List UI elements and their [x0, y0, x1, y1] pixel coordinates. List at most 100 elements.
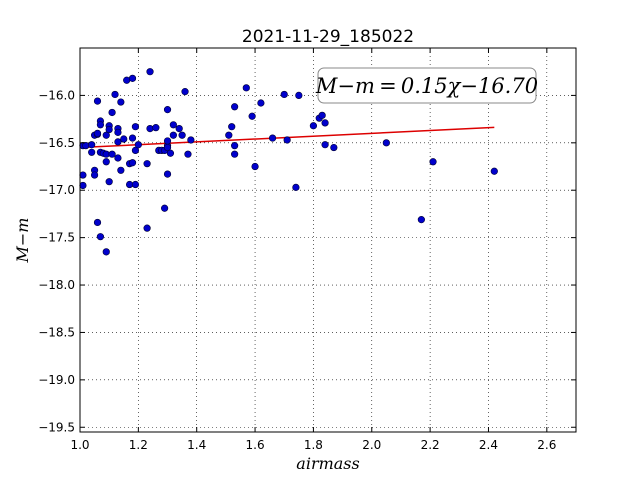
x-tick-label: 1.2	[129, 438, 148, 452]
data-point	[231, 103, 239, 111]
y-tick-label: −18.5	[38, 325, 75, 339]
data-point	[225, 131, 233, 139]
axis-ticks	[79, 48, 576, 432]
data-point	[134, 141, 142, 149]
data-point	[143, 160, 151, 168]
data-point	[114, 154, 122, 162]
fit-equation-box: M−m = 0.15χ−16.70	[315, 67, 538, 104]
data-point	[96, 121, 105, 129]
data-point	[295, 91, 303, 100]
annotation-frame	[317, 67, 537, 104]
data-point	[166, 149, 175, 157]
data-point	[163, 170, 172, 178]
data-point	[79, 181, 87, 190]
x-tick-label: 2.0	[362, 438, 381, 452]
x-tick-label: 1.0	[70, 438, 89, 452]
data-point	[128, 134, 137, 142]
data-point	[242, 84, 250, 92]
data-point	[105, 125, 113, 134]
data-point	[228, 123, 236, 131]
data-point	[114, 138, 122, 146]
data-point	[161, 204, 169, 212]
data-point	[128, 159, 137, 167]
data-point	[417, 216, 425, 224]
data-point	[309, 122, 318, 130]
y-tick-labels: −16.0 −16.5 −17.0 −17.5 −18.0 −18.5 −19.0 −19.5	[38, 88, 75, 434]
data-point	[187, 136, 195, 144]
data-point	[82, 142, 90, 150]
x-tick-label: 2.2	[421, 438, 440, 452]
y-tick-label: −16.0	[38, 88, 75, 102]
y-tick-label: −16.5	[38, 136, 75, 150]
data-point	[321, 141, 329, 149]
data-point	[79, 171, 87, 179]
data-point	[280, 90, 288, 99]
data-point	[102, 131, 110, 139]
data-point	[131, 123, 140, 131]
x-tick-label: 1.4	[187, 438, 206, 452]
y-tick-label: −19.0	[38, 373, 75, 387]
data-point	[96, 233, 105, 241]
chart-title: 2021-11-29_185022	[242, 27, 414, 47]
y-axis-label: M−m	[13, 218, 32, 264]
data-points	[79, 68, 498, 256]
data-point	[152, 124, 160, 132]
data-point	[131, 180, 140, 189]
data-point	[175, 124, 183, 133]
data-point	[93, 218, 102, 227]
data-point	[251, 162, 259, 171]
y-tick-label: −17.5	[38, 231, 75, 245]
data-point	[283, 136, 291, 144]
data-point	[117, 166, 125, 174]
data-point	[128, 74, 137, 82]
x-tick-label: 2.4	[479, 438, 498, 452]
data-point	[143, 224, 151, 232]
x-tick-label: 1.8	[304, 438, 323, 452]
data-point	[184, 150, 192, 158]
x-tick-label: 2.6	[537, 438, 556, 452]
data-point	[93, 97, 102, 105]
data-point	[330, 143, 338, 152]
data-point	[105, 178, 113, 186]
data-point	[382, 139, 390, 147]
y-tick-label: −19.5	[38, 420, 75, 434]
y-tick-label: −18.0	[38, 278, 75, 292]
data-point	[111, 90, 119, 99]
data-point	[108, 108, 116, 117]
x-axis-label: airmass	[296, 454, 359, 473]
data-point	[181, 88, 189, 96]
data-point	[257, 99, 265, 107]
data-point	[429, 158, 437, 166]
data-point	[169, 121, 177, 129]
data-point	[490, 167, 498, 175]
data-point	[102, 248, 110, 256]
data-point	[120, 135, 128, 143]
data-point	[88, 148, 96, 156]
data-point	[292, 183, 300, 191]
data-point	[231, 142, 239, 150]
data-point	[93, 129, 102, 137]
data-point	[321, 119, 329, 127]
data-point	[178, 131, 186, 139]
x-tick-label: 1.6	[246, 438, 265, 452]
data-point	[88, 141, 96, 149]
data-point	[163, 137, 172, 145]
data-point	[114, 128, 122, 136]
data-point	[102, 158, 110, 166]
data-point	[146, 124, 154, 133]
data-point	[108, 150, 116, 158]
data-point	[146, 68, 154, 76]
data-point	[248, 112, 256, 120]
data-point	[231, 150, 239, 158]
plot-frame	[79, 47, 577, 433]
fit-equation-label: M−m = 0.15χ−16.70	[315, 74, 538, 98]
data-point	[318, 111, 326, 119]
x-tick-labels: 1.0 1.2 1.4 1.6 1.8 2.0 2.2 2.4 2.6	[70, 438, 556, 452]
data-point	[131, 146, 140, 154]
data-point	[90, 171, 99, 179]
y-tick-label: −17.0	[38, 183, 75, 197]
data-point	[169, 131, 177, 139]
data-point	[268, 134, 277, 142]
data-point	[163, 143, 172, 152]
